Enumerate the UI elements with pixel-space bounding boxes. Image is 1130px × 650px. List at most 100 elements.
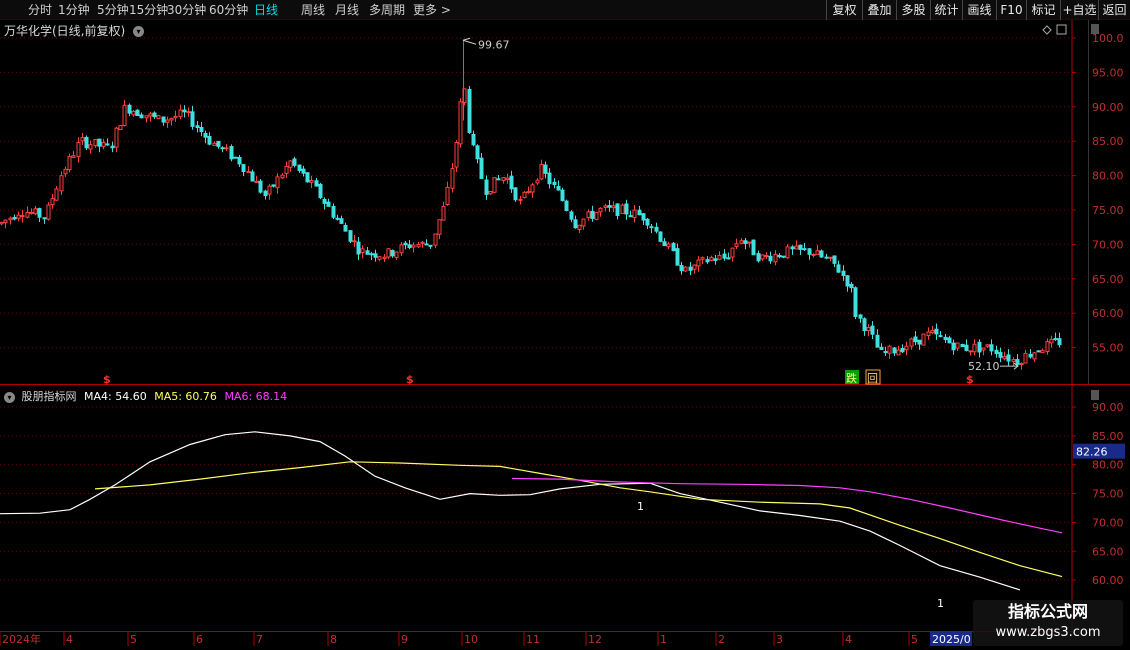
candle-body-73: [309, 180, 314, 183]
candle-body-220: [934, 328, 939, 335]
y-tick-label-3: 85.00: [1092, 135, 1124, 148]
period-tab-2[interactable]: 5分钟: [97, 3, 129, 17]
candle-body-59: [250, 171, 255, 182]
period-tab-3[interactable]: 15分钟: [129, 3, 169, 17]
candle-body-17: [71, 155, 76, 158]
candle-body-13: [54, 188, 59, 201]
candle-body-65: [275, 176, 280, 189]
candle-body-230: [977, 341, 982, 353]
candle-body-14: [59, 175, 64, 192]
candle-body-12: [50, 198, 55, 206]
candle-body-191: [811, 253, 816, 256]
candle-body-50: [212, 142, 217, 146]
candle-body-172: [730, 247, 735, 258]
candle-body-137: [581, 218, 586, 227]
candle-body-76: [322, 198, 327, 204]
toolbar-button-3[interactable]: 统计: [930, 0, 962, 20]
candle-body-2: [8, 217, 13, 221]
candle-body-142: [603, 205, 608, 208]
candle-body-64: [271, 184, 276, 187]
candle-body-10: [42, 217, 47, 220]
x-tick-label-12: 3: [776, 633, 783, 646]
candle-body-134: [569, 211, 574, 220]
candle-body-223: [947, 337, 952, 344]
current-value-badge: [1073, 443, 1125, 459]
candle-body-46: [195, 125, 200, 129]
candle-body-183: [777, 254, 782, 258]
x-tick-label-5: 8: [330, 633, 337, 646]
x-tick-label-8: 11: [526, 633, 540, 646]
candle-body-162: [688, 266, 693, 271]
candle-body-22: [93, 139, 98, 147]
period-tab-0[interactable]: 分时: [28, 3, 53, 17]
stock-chart[interactable]: 100.0 95.00 90.00 85.00 80.00 75.00 70.00 65.00…: [0, 20, 1130, 650]
period-tab-10[interactable]: 更多 >: [413, 3, 451, 17]
candle-body-57: [241, 164, 246, 173]
watermark-line1: 指标公式网: [1007, 602, 1088, 621]
candle-body-49: [207, 135, 212, 145]
chevron-down-icon[interactable]: ▾: [4, 391, 15, 403]
x-tick-label-3: 6: [196, 633, 203, 646]
candle-body-170: [722, 253, 727, 259]
candle-body-176: [747, 241, 752, 244]
chevron-down-icon[interactable]: ▾: [133, 26, 145, 37]
tag-drop-label: 跌: [846, 371, 857, 385]
x-tick-label-1: 4: [66, 633, 73, 646]
candle-body-53: [224, 147, 229, 150]
period-tab-4[interactable]: 30分钟: [167, 3, 207, 17]
ind-y-tick-label-5: 65.00: [1092, 545, 1124, 558]
candle-body-169: [717, 255, 722, 260]
candle-body-94: [399, 244, 404, 254]
toolbar-button-6[interactable]: 标记: [1026, 0, 1060, 20]
toolbar-button-0[interactable]: 复权: [826, 0, 862, 20]
candle-body-117: [496, 178, 501, 181]
toolbar-button-7[interactable]: +自选: [1060, 0, 1098, 20]
candle-body-119: [505, 177, 510, 181]
period-tab-6[interactable]: 日线: [254, 3, 279, 17]
candle-body-188: [798, 244, 803, 250]
candle-body-54: [229, 146, 234, 160]
period-tab-7[interactable]: 周线: [301, 3, 326, 17]
candle-body-204: [866, 327, 871, 332]
candle-body-95: [403, 242, 408, 246]
candle-body-243: [1032, 352, 1037, 360]
scroll-up-icon: [1091, 24, 1099, 34]
candle-body-213: [904, 345, 909, 351]
candle-body-86: [365, 250, 370, 255]
top-toolbar: 分时 1分钟 5分钟 15分钟 30分钟 60分钟 日线 周线 月线 多周期 更多 > 复权 叠加 多股…: [0, 0, 1130, 20]
candle-body-25: [105, 143, 110, 146]
ind-y-tick-label-3: 75.00: [1092, 488, 1124, 501]
toolbar-button-1[interactable]: 叠加: [862, 0, 896, 20]
period-tab-8[interactable]: 月线: [335, 3, 360, 17]
candle-body-207: [879, 346, 884, 351]
toolbar-button-8[interactable]: 返回: [1098, 0, 1130, 20]
candle-body-42: [178, 109, 183, 118]
candle-body-24: [101, 141, 106, 147]
candle-body-100: [424, 243, 429, 246]
annotation-1: 1: [637, 500, 644, 513]
period-tab-1[interactable]: 1分钟: [58, 3, 90, 17]
period-tab-5[interactable]: 60分钟: [209, 3, 249, 17]
x-tick-label-11: 2: [718, 633, 725, 646]
stock-title: 万华化学(日线,前复权): [4, 24, 126, 38]
candle-body-235: [998, 352, 1003, 358]
toolbar-button-4[interactable]: 画线: [962, 0, 996, 20]
candle-body-155: [658, 231, 663, 242]
period-tab-9[interactable]: 多周期: [369, 3, 406, 17]
candle-body-26: [110, 145, 115, 149]
candle-body-92: [390, 249, 395, 257]
candle-body-149: [632, 209, 637, 218]
candle-body-132: [560, 189, 565, 202]
candle-body-135: [573, 219, 578, 229]
candle-body-18: [76, 142, 81, 158]
candle-body-56: [237, 157, 242, 165]
current-value-label: 82.26: [1076, 446, 1108, 459]
candle-body-145: [615, 203, 620, 216]
candle-body-136: [577, 224, 582, 230]
toolbar-button-5[interactable]: F10: [996, 0, 1026, 20]
candle-body-200: [849, 283, 854, 289]
y-tick-label-4: 80.00: [1092, 170, 1124, 183]
ma4-line: [0, 431, 1021, 591]
candle-body-20: [84, 136, 89, 149]
toolbar-button-2[interactable]: 多股: [896, 0, 930, 20]
